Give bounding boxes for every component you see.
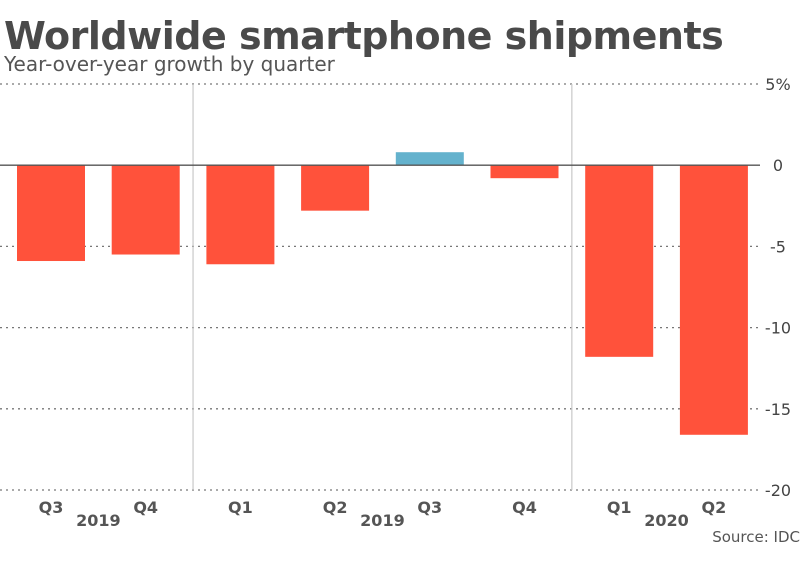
y-tick-label: -15 <box>765 400 791 419</box>
y-tick-label: -5 <box>770 237 786 256</box>
chart-title: Worldwide smartphone shipments <box>4 14 724 58</box>
x-tick-label: Q2 <box>323 498 348 517</box>
x-tick-label: Q1 <box>607 498 632 517</box>
x-tick-label: Q3 <box>39 498 64 517</box>
bar <box>301 165 370 211</box>
bar <box>679 165 748 435</box>
x-tick-label: Q4 <box>133 498 158 517</box>
chart-subtitle: Year-over-year growth by quarter <box>4 52 335 76</box>
x-tick-label: Q4 <box>512 498 537 517</box>
bar <box>17 165 85 262</box>
x-tick-label: Q1 <box>228 498 253 517</box>
year-label: 2020 <box>644 511 689 530</box>
x-tick-label: Q2 <box>702 498 727 517</box>
y-tick-label: 0 <box>773 156 783 175</box>
x-tick-label: Q3 <box>417 498 442 517</box>
bar <box>395 152 464 166</box>
y-tick-label: 5% <box>765 75 790 94</box>
y-tick-label: -10 <box>765 319 791 338</box>
year-label: 2019 <box>76 511 121 530</box>
year-label: 2019 <box>360 511 405 530</box>
y-tick-label: -20 <box>765 481 791 500</box>
bar <box>490 165 559 179</box>
bar <box>111 165 180 255</box>
bar <box>585 165 654 357</box>
bar <box>206 165 275 265</box>
source-note: Source: IDC <box>712 528 800 546</box>
